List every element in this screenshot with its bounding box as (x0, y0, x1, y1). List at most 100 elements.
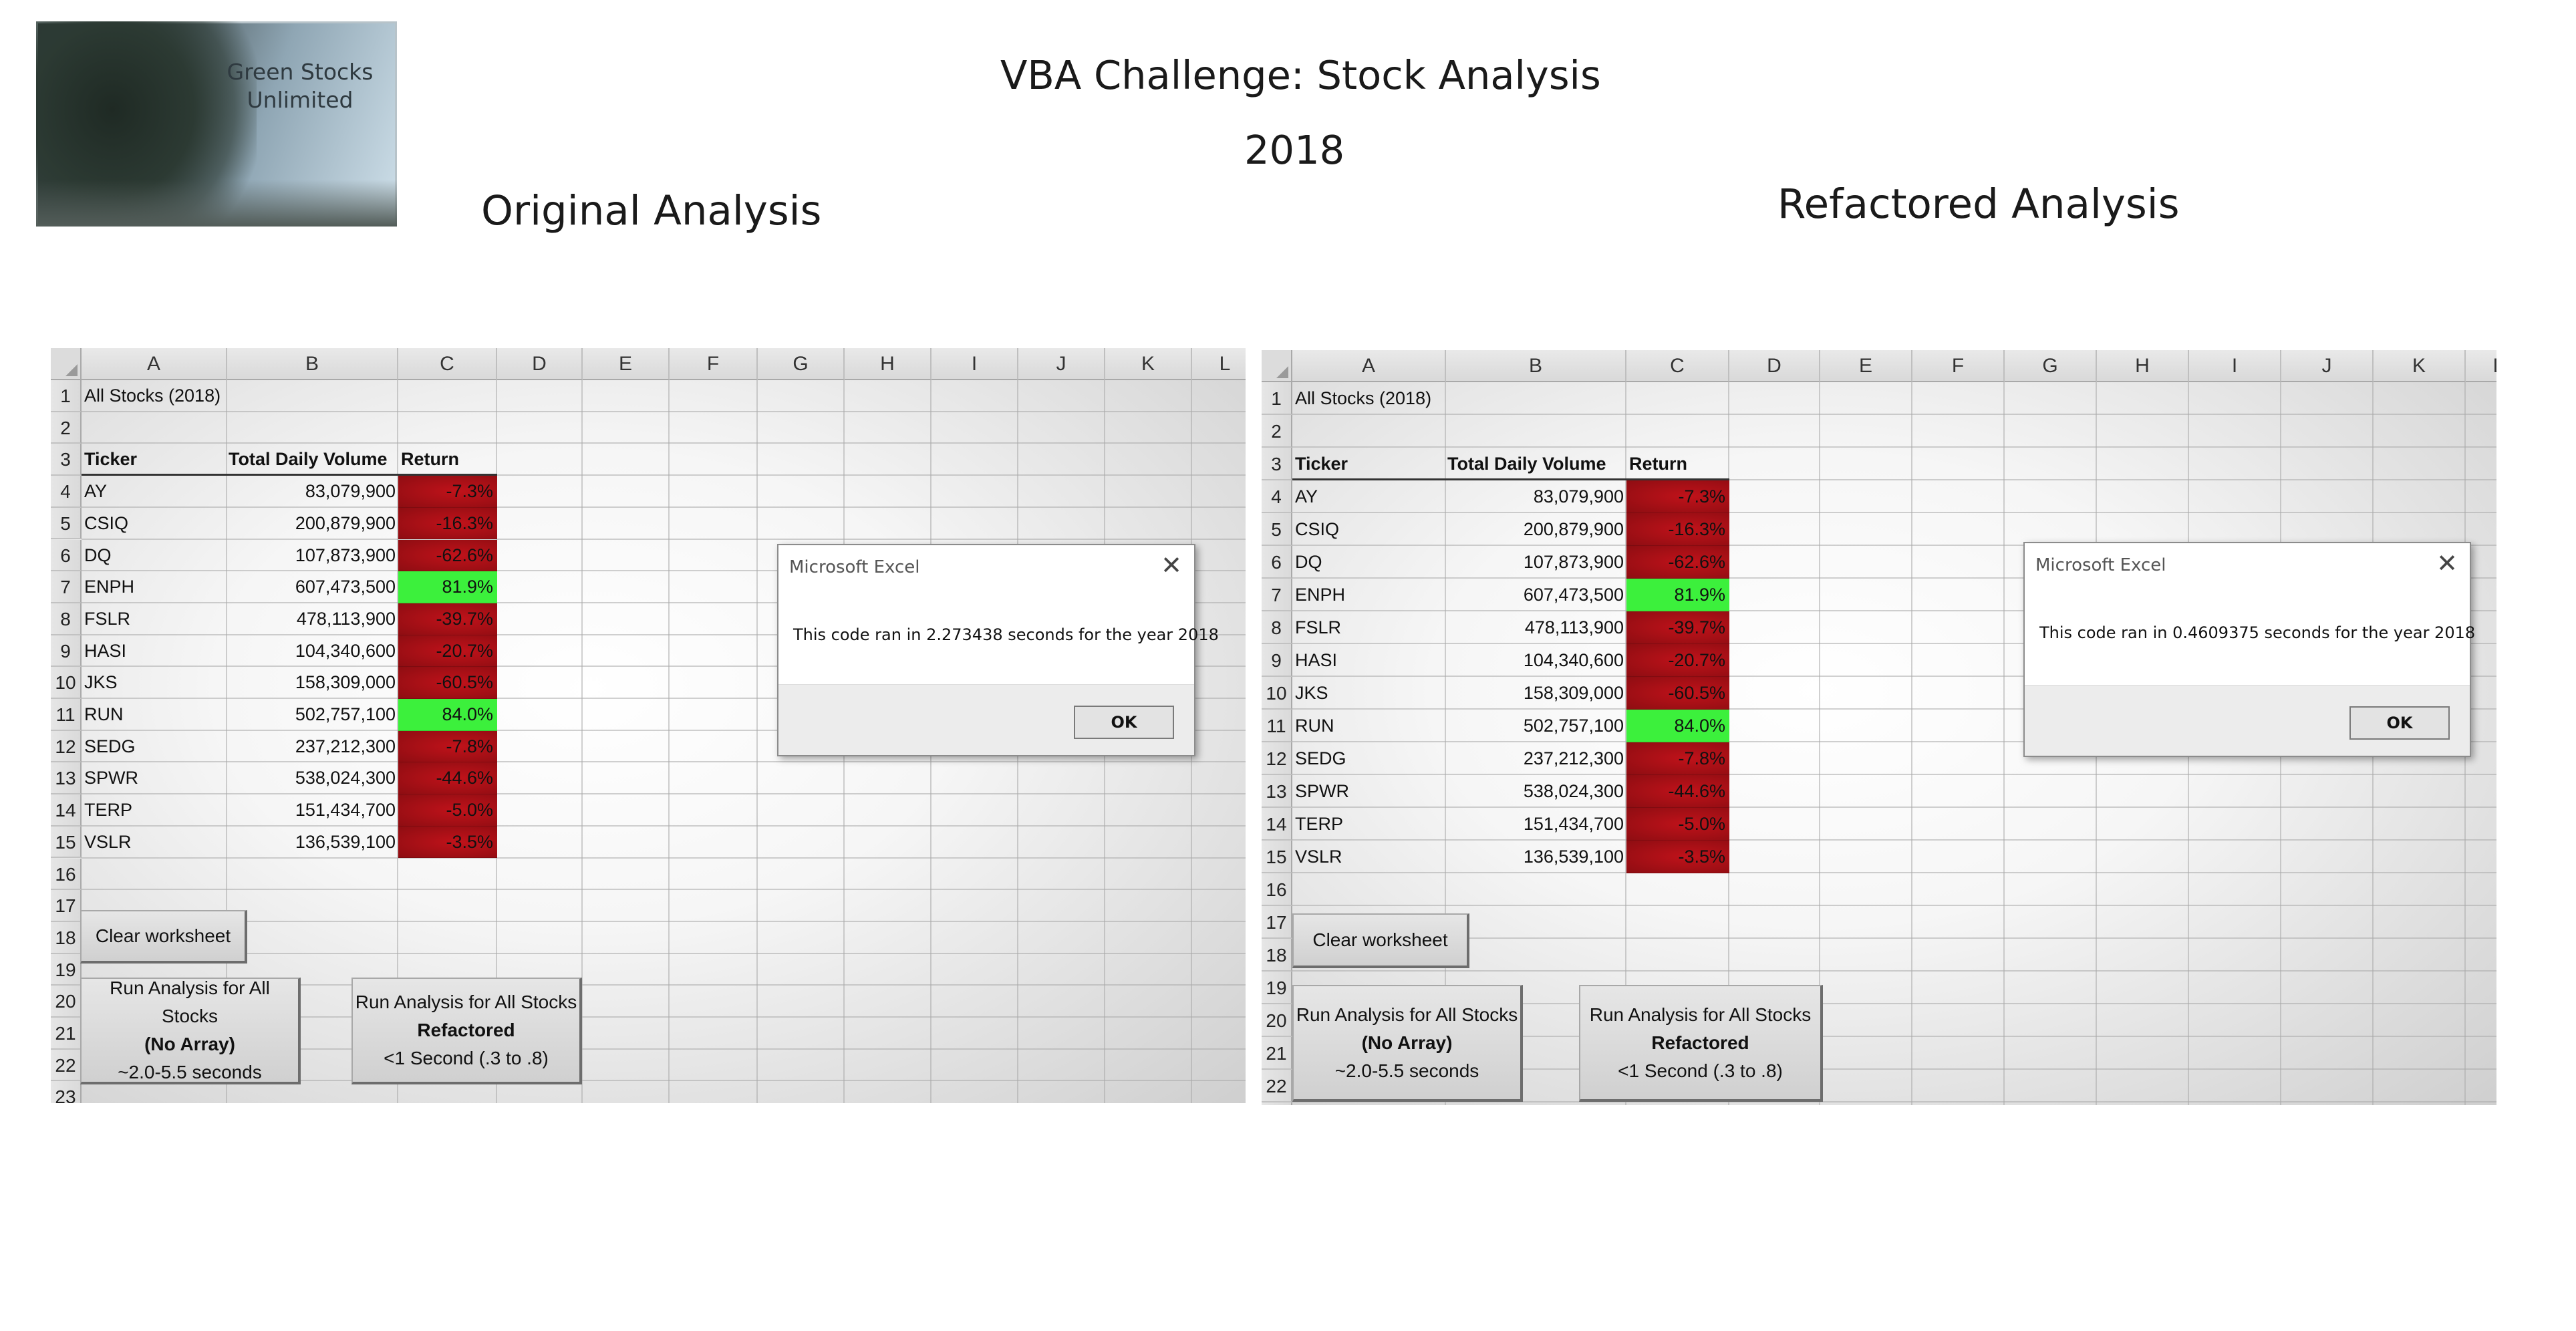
row-header[interactable]: 11 (51, 699, 82, 731)
row-header[interactable]: 2 (1262, 415, 1292, 448)
volume-cell[interactable]: 136,539,100 (1523, 847, 1624, 867)
ticker-cell[interactable]: RUN (84, 704, 124, 724)
return-cell[interactable]: -5.0% (398, 794, 497, 827)
volume-cell[interactable]: 478,113,900 (296, 608, 396, 629)
column-header-d[interactable]: D (1729, 350, 1820, 382)
column-header-f[interactable]: F (670, 348, 758, 380)
select-all-corner[interactable] (1262, 350, 1292, 382)
ticker-header[interactable]: Ticker (84, 449, 138, 470)
row-header[interactable]: 21 (51, 1018, 82, 1050)
cell-a1-title[interactable]: All Stocks (2018) (84, 386, 221, 406)
ticker-cell[interactable]: DQ (84, 545, 112, 565)
volume-cell[interactable]: 607,473,500 (295, 577, 396, 597)
column-header-e[interactable]: E (1820, 350, 1912, 382)
ticker-cell[interactable]: FSLR (84, 608, 131, 629)
return-cell[interactable]: 84.0% (1626, 710, 1729, 742)
row-header[interactable]: 14 (51, 794, 82, 827)
volume-cell[interactable]: 237,212,300 (295, 736, 396, 756)
return-cell[interactable]: -7.8% (1626, 742, 1729, 775)
ok-button[interactable]: OK (2349, 706, 2450, 740)
row-header[interactable]: 15 (1262, 841, 1292, 873)
return-cell[interactable]: -16.3% (398, 507, 497, 540)
row-header[interactable]: 22 (51, 1049, 82, 1082)
volume-cell[interactable]: 200,879,900 (295, 512, 396, 533)
row-header[interactable]: 7 (51, 571, 82, 603)
row-header[interactable]: 6 (51, 539, 82, 572)
row-header[interactable]: 11 (1262, 710, 1292, 742)
ticker-cell[interactable]: SPWR (1295, 781, 1349, 801)
close-icon[interactable]: ✕ (2436, 550, 2458, 578)
ticker-cell[interactable]: ENPH (84, 577, 135, 597)
return-cell[interactable]: -20.7% (1626, 644, 1729, 677)
row-header[interactable]: 5 (51, 507, 82, 540)
volume-cell[interactable]: 538,024,300 (295, 768, 396, 788)
run-analysis-no-array-button[interactable]: Run Analysis for All Stocks (No Array) ~2.… (1292, 985, 1523, 1102)
volume-cell[interactable]: 478,113,900 (1524, 617, 1624, 637)
close-icon[interactable]: ✕ (1161, 552, 1182, 580)
column-header-a[interactable]: A (82, 348, 227, 380)
volume-header[interactable]: Total Daily Volume (229, 449, 388, 470)
row-header[interactable]: 10 (1262, 677, 1292, 710)
ticker-cell[interactable]: SEDG (1295, 748, 1346, 768)
volume-cell[interactable]: 502,757,100 (295, 704, 396, 724)
cell-a1-title[interactable]: All Stocks (2018) (1295, 388, 1432, 408)
return-cell[interactable]: -7.3% (1626, 480, 1729, 513)
volume-cell[interactable]: 200,879,900 (1523, 519, 1624, 539)
volume-cell[interactable]: 502,757,100 (1523, 716, 1624, 736)
row-header[interactable]: 17 (51, 890, 82, 922)
row-header[interactable]: 12 (51, 730, 82, 763)
row-header[interactable]: 2 (51, 412, 82, 444)
ticker-cell[interactable]: DQ (1295, 552, 1322, 572)
column-header-c[interactable]: C (1626, 350, 1729, 382)
column-header-k[interactable]: K (2374, 350, 2466, 382)
row-header[interactable]: 1 (1262, 382, 1292, 415)
ticker-cell[interactable]: VSLR (1295, 847, 1342, 867)
ticker-header[interactable]: Ticker (1295, 454, 1348, 474)
ticker-cell[interactable]: JKS (1295, 683, 1328, 703)
volume-cell[interactable]: 136,539,100 (295, 831, 396, 852)
row-header[interactable]: 19 (51, 953, 82, 986)
row-header[interactable]: 13 (1262, 775, 1292, 808)
row-header[interactable]: 4 (1262, 480, 1292, 513)
return-cell[interactable]: -60.5% (398, 667, 497, 699)
row-header[interactable]: 12 (1262, 742, 1292, 775)
column-header-j[interactable]: J (2281, 350, 2374, 382)
volume-cell[interactable]: 83,079,900 (305, 481, 396, 502)
return-cell[interactable]: -44.6% (1626, 775, 1729, 808)
volume-cell[interactable]: 104,340,600 (1523, 650, 1624, 670)
row-header[interactable]: 10 (51, 667, 82, 699)
column-header-c[interactable]: C (398, 348, 497, 380)
volume-cell[interactable]: 104,340,600 (295, 640, 396, 661)
row-header[interactable]: 13 (51, 762, 82, 795)
row-header[interactable]: 15 (51, 826, 82, 859)
volume-cell[interactable]: 83,079,900 (1533, 486, 1624, 506)
row-header[interactable]: 8 (1262, 611, 1292, 644)
ticker-cell[interactable]: TERP (84, 800, 133, 821)
volume-header[interactable]: Total Daily Volume (1447, 454, 1606, 474)
return-cell[interactable]: -44.6% (398, 762, 497, 795)
row-header[interactable]: 18 (1262, 939, 1292, 972)
return-cell[interactable]: -3.5% (398, 826, 497, 859)
row-header[interactable]: 17 (1262, 906, 1292, 939)
ticker-cell[interactable]: FSLR (1295, 617, 1342, 637)
column-header-a[interactable]: A (1292, 350, 1446, 382)
volume-cell[interactable]: 107,873,900 (295, 545, 396, 565)
row-header[interactable]: 18 (51, 921, 82, 954)
volume-cell[interactable]: 237,212,300 (1523, 748, 1624, 768)
clear-worksheet-button[interactable]: Clear worksheet (1292, 913, 1469, 968)
ticker-cell[interactable]: HASI (1295, 650, 1338, 670)
ticker-cell[interactable]: RUN (1295, 716, 1334, 736)
column-header-l[interactable]: L (2466, 350, 2496, 382)
row-header[interactable]: 19 (1262, 972, 1292, 1004)
row-header[interactable]: 4 (51, 476, 82, 508)
row-header[interactable]: 9 (1262, 644, 1292, 677)
ticker-cell[interactable]: AY (1295, 486, 1318, 506)
return-cell[interactable]: -7.3% (398, 476, 497, 508)
ticker-cell[interactable]: SEDG (84, 736, 136, 756)
row-header[interactable]: 7 (1262, 579, 1292, 611)
row-header[interactable]: 8 (51, 603, 82, 635)
volume-cell[interactable]: 151,434,700 (295, 800, 396, 821)
return-cell[interactable]: 81.9% (398, 571, 497, 603)
run-analysis-refactored-button[interactable]: Run Analysis for All Stocks Refactored <1 … (1579, 985, 1823, 1102)
row-header[interactable]: 6 (1262, 546, 1292, 579)
